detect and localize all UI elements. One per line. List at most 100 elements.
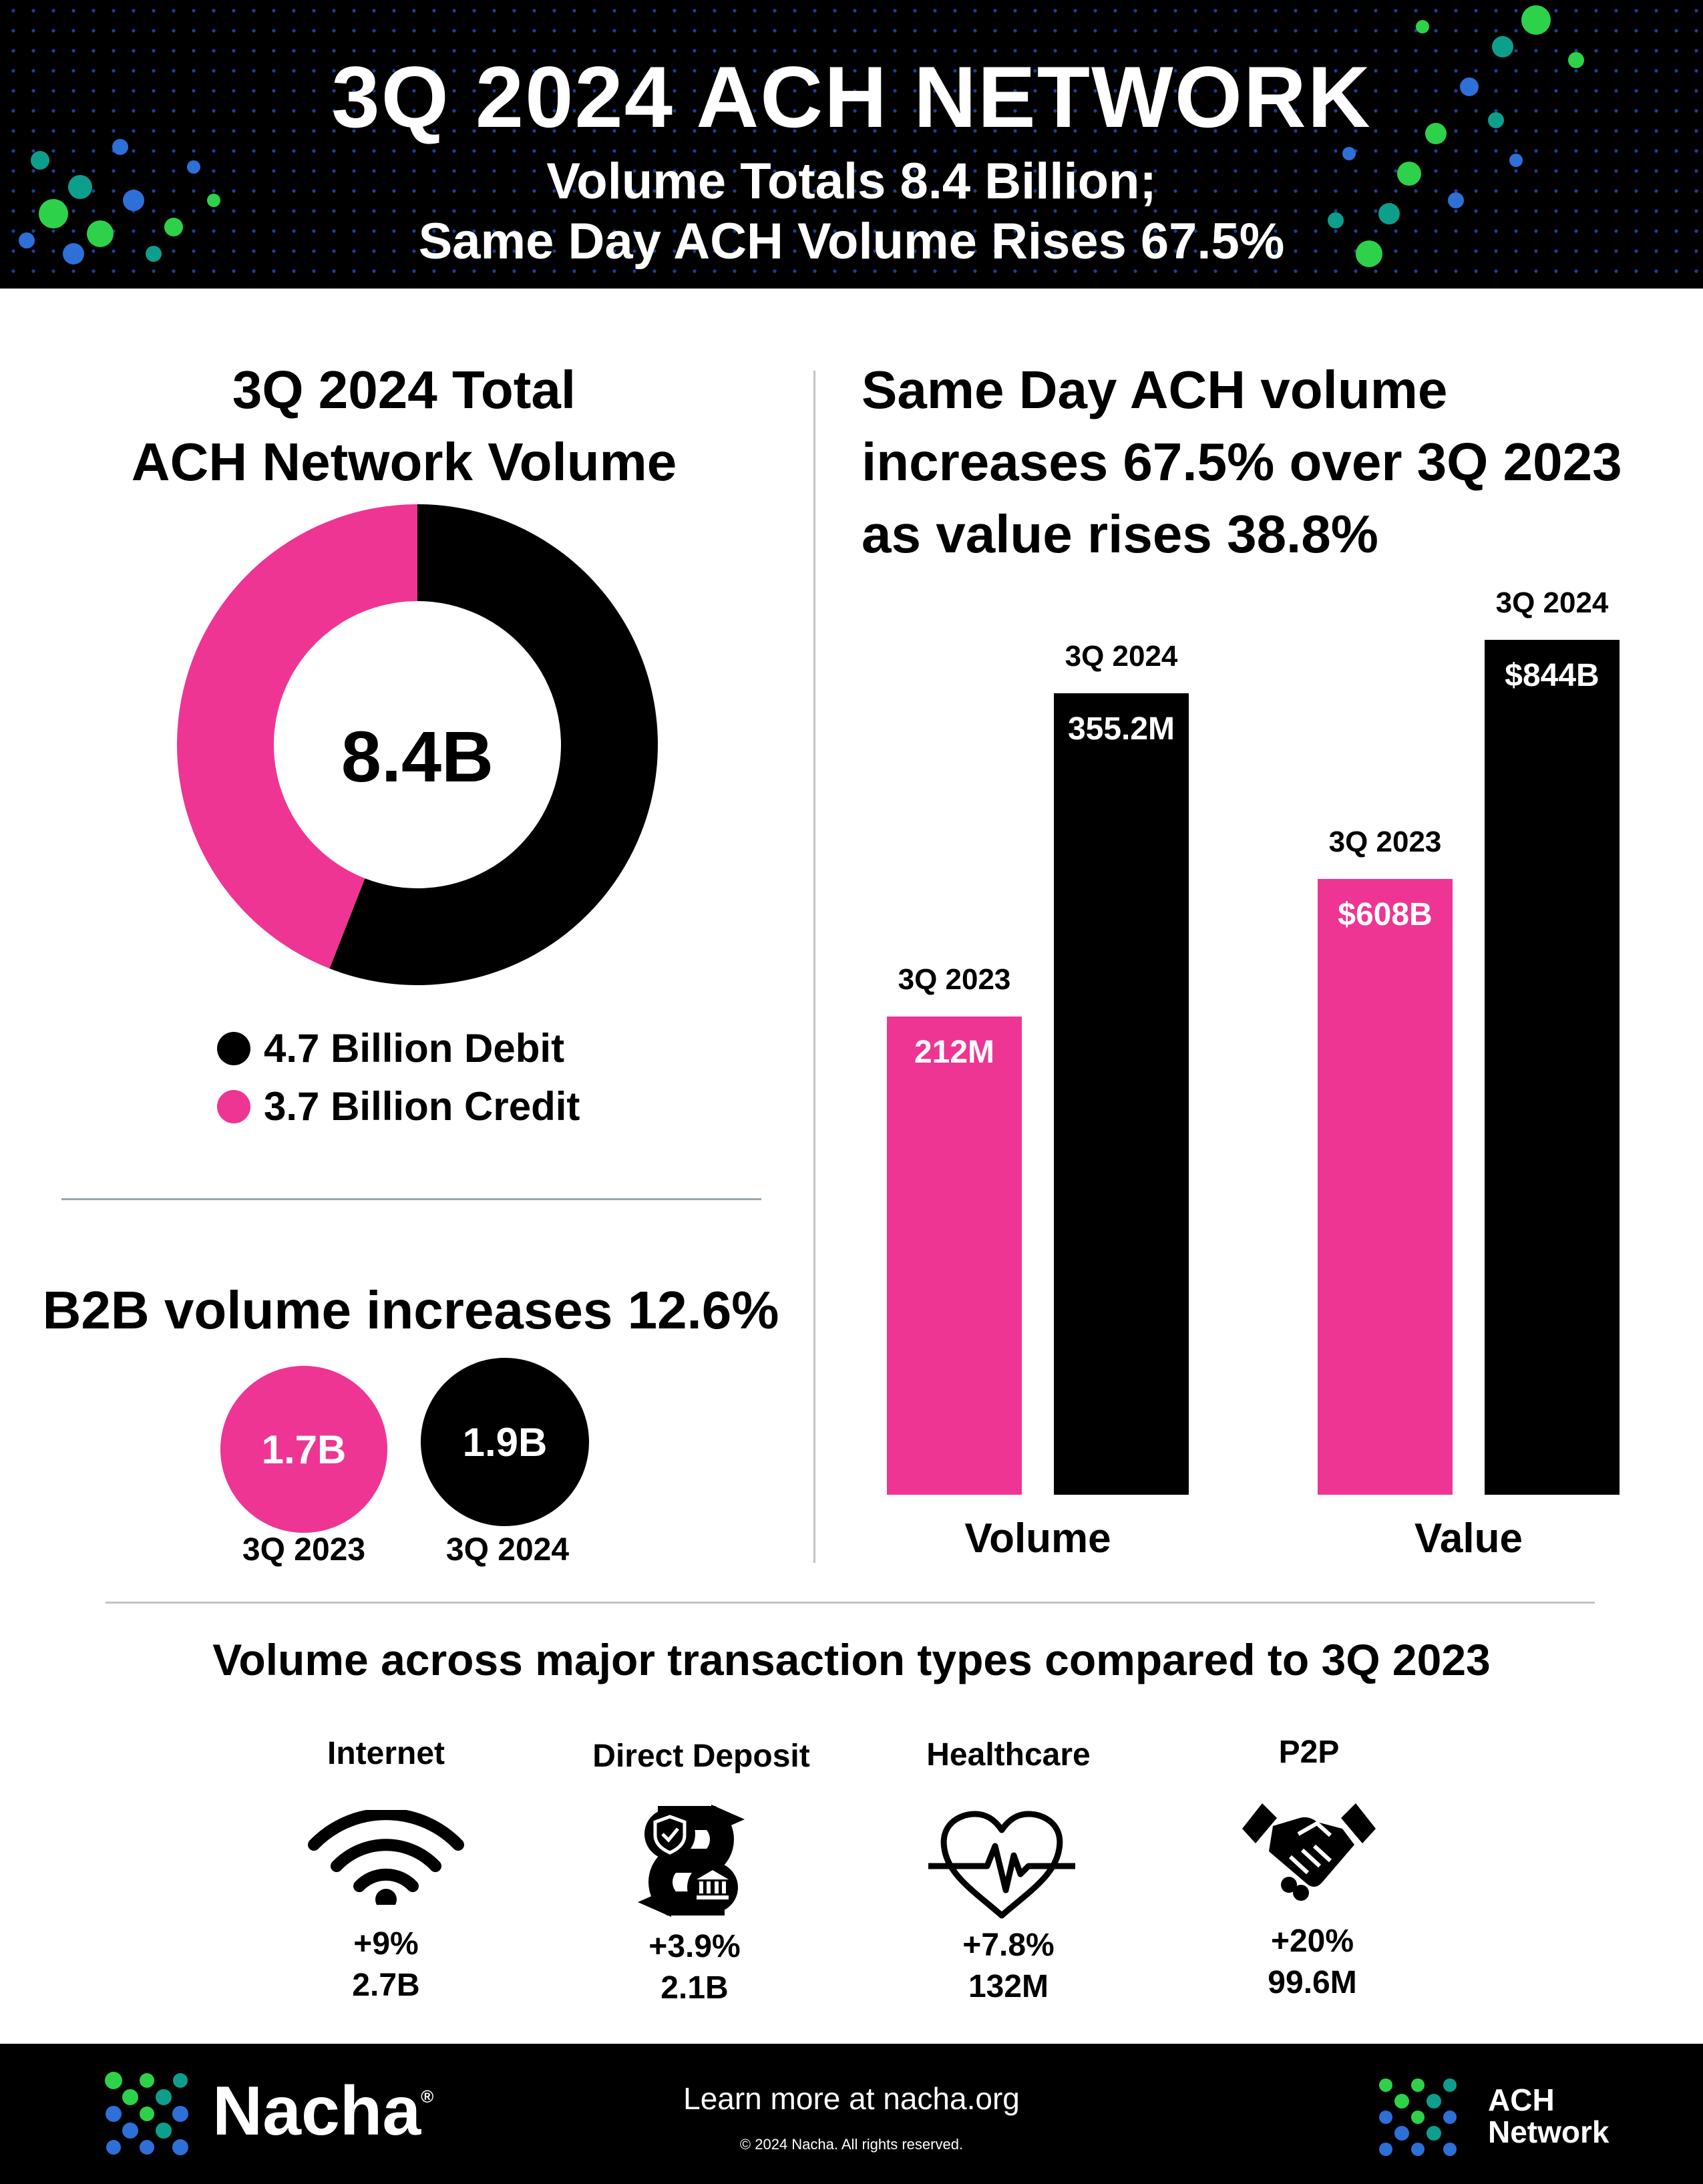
header-dot <box>1594 69 1598 73</box>
header-dot <box>1534 49 1538 53</box>
header-dot <box>532 89 536 93</box>
header-dot <box>312 169 316 173</box>
same-day-title: Same Day ACH volume increases 67.5% over… <box>862 354 1622 570</box>
header-dot <box>132 29 136 33</box>
header-dot <box>1694 69 1698 73</box>
header-dot <box>693 109 697 113</box>
header-dot <box>1073 209 1077 213</box>
header-dot <box>773 9 777 13</box>
header-dot <box>1213 149 1217 153</box>
header-dot <box>853 249 857 253</box>
header-dot <box>753 129 757 133</box>
header-dot <box>112 89 116 93</box>
header-dot <box>272 229 276 233</box>
header-dot <box>1354 109 1358 113</box>
header-dot <box>853 129 857 133</box>
header-dot <box>572 69 576 73</box>
same-day-title-line3: as value rises 38.8% <box>862 504 1378 564</box>
header-dot <box>1093 49 1097 53</box>
b2b-label-2024: 3Q 2024 <box>445 1532 570 1568</box>
header-dot <box>1534 69 1538 73</box>
header-dot <box>352 109 356 113</box>
header-dot <box>1694 249 1698 253</box>
header-dot <box>532 149 536 153</box>
header-dot <box>1073 129 1077 133</box>
header-dot <box>31 189 35 193</box>
tt-label-healthcare: Healthcare <box>926 1737 1091 1773</box>
header-dot <box>612 29 616 33</box>
direct-deposit-icon <box>638 1805 745 1917</box>
header-dot <box>1314 209 1318 213</box>
header-dot <box>753 89 757 93</box>
header-dot <box>993 109 997 113</box>
header-dot <box>873 29 877 33</box>
header-dot <box>1254 229 1258 233</box>
header-dot <box>1354 9 1358 13</box>
header-dot <box>292 89 296 93</box>
header-dot <box>71 269 75 273</box>
tt-direct-deposit-volume: 2.1B <box>660 1970 729 2006</box>
header-dot <box>152 129 156 133</box>
header-dot <box>452 129 456 133</box>
header-dot <box>432 89 436 93</box>
header-dot <box>212 209 216 213</box>
header-dot <box>713 109 717 113</box>
header-dot <box>1454 89 1458 93</box>
header-dot <box>11 189 15 193</box>
header-dot <box>893 89 897 93</box>
header-dot <box>1274 249 1278 253</box>
header-dot <box>1354 169 1358 173</box>
header-dot <box>1434 9 1438 13</box>
header-dot <box>873 49 877 53</box>
header-dot <box>1173 209 1177 213</box>
header-dot <box>913 49 917 53</box>
header-dot <box>132 49 136 53</box>
header-dot <box>51 129 55 133</box>
header-dot <box>1213 109 1217 113</box>
header-dot <box>152 189 156 193</box>
header-dot <box>1574 189 1578 193</box>
header-dot <box>1254 249 1258 253</box>
header-dot <box>1013 69 1017 73</box>
header-dot <box>933 69 937 73</box>
header-dot <box>793 189 797 193</box>
header-dot <box>853 229 857 233</box>
header-dot <box>1414 89 1418 93</box>
header-dot <box>953 209 957 213</box>
header-dot <box>1053 129 1057 133</box>
header-dot <box>1534 149 1538 153</box>
registered-mark: ® <box>421 2086 434 2107</box>
header-dot <box>372 29 376 33</box>
header-dot <box>913 229 917 233</box>
header-dot <box>91 109 96 113</box>
header-dot <box>893 249 897 253</box>
header-dot <box>1634 9 1638 13</box>
header-dot <box>392 29 396 33</box>
header-dot <box>512 169 516 173</box>
header-dot <box>132 129 136 133</box>
legend-dot-debit <box>217 1031 250 1065</box>
header-dot <box>833 89 837 93</box>
header-dot <box>1213 269 1217 273</box>
header-dot <box>71 209 75 213</box>
header-dot <box>673 149 677 153</box>
header-dot <box>953 169 957 173</box>
header-dot <box>232 129 236 133</box>
tt-internet-volume: 2.7B <box>352 1968 420 2003</box>
header-dot <box>1193 169 1197 173</box>
learn-more-link[interactable]: Learn more at nacha.org <box>683 2081 1020 2116</box>
header-dot <box>392 249 396 253</box>
header-dot <box>1053 169 1057 173</box>
header-dot <box>632 129 636 133</box>
header-dot <box>1514 89 1518 93</box>
header-dot <box>1414 189 1418 193</box>
header-dot <box>412 269 416 273</box>
header-dot <box>252 29 256 33</box>
header-dot <box>492 49 496 53</box>
header-dot <box>1614 9 1618 13</box>
header-dot <box>592 229 596 233</box>
header-dot <box>51 9 55 13</box>
header-dot <box>1254 109 1258 113</box>
header-dot <box>572 169 576 173</box>
header-dot <box>292 109 296 113</box>
